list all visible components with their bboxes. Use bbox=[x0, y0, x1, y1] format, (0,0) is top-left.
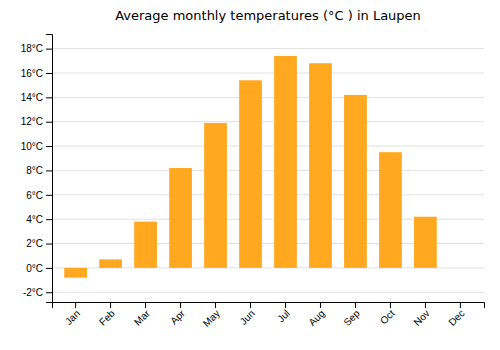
x-tick: Jan bbox=[63, 302, 82, 327]
grid-line bbox=[52, 121, 484, 122]
x-tick-label: Sep bbox=[341, 307, 362, 328]
y-tick: 2°C bbox=[26, 238, 52, 249]
bar bbox=[309, 63, 332, 268]
x-tick-mark bbox=[285, 302, 286, 308]
x-tick-label: Jul bbox=[275, 308, 292, 325]
y-tick-mark bbox=[46, 268, 52, 269]
chart-container: -2°C 0°C 2°C 4°C 6°C 8°C 10°C 12°C 14°C 16°C 18°C J… bbox=[0, 0, 500, 350]
y-tick-mark bbox=[46, 292, 52, 293]
y-tick-mark bbox=[46, 97, 52, 98]
y-tick: -2°C bbox=[23, 287, 52, 298]
x-tick: Nov bbox=[411, 302, 431, 328]
y-tick-label: 0°C bbox=[26, 263, 43, 274]
y-tick: 6°C bbox=[26, 190, 52, 201]
x-tick-label: May bbox=[201, 308, 222, 329]
x-tick-label: Mar bbox=[132, 307, 152, 327]
x-tick-label: Dec bbox=[446, 308, 466, 328]
x-tick-mark bbox=[145, 302, 146, 308]
y-axis: -2°C 0°C 2°C 4°C 6°C 8°C 10°C 12°C 14°C 16°C 18°C bbox=[21, 35, 53, 303]
y-tick-label: 2°C bbox=[26, 238, 43, 249]
y-tick: 0°C bbox=[26, 263, 52, 274]
grid-line bbox=[52, 48, 484, 49]
bar bbox=[134, 222, 157, 268]
x-tick-label: Feb bbox=[97, 307, 117, 327]
grid-line bbox=[52, 292, 484, 293]
y-tick: 16°C bbox=[21, 68, 52, 79]
x-tick-mark bbox=[110, 302, 111, 308]
bar bbox=[99, 259, 122, 268]
x-tick: Sep bbox=[341, 302, 362, 328]
x-axis: Jan Feb Mar Apr May Jun Jul Aug Sep Oct Nov Dec bbox=[53, 302, 485, 329]
grid-line bbox=[52, 194, 484, 195]
x-tick-label: Aug bbox=[306, 308, 326, 328]
bar bbox=[204, 123, 227, 268]
y-tick-label: 6°C bbox=[26, 190, 43, 201]
y-tick: 18°C bbox=[21, 43, 52, 54]
y-tick: 12°C bbox=[21, 116, 52, 127]
x-tick-label: Jun bbox=[238, 308, 257, 327]
y-tick-label: 10°C bbox=[21, 141, 43, 152]
y-tick-label: 4°C bbox=[26, 214, 43, 225]
x-tick: May bbox=[201, 302, 222, 329]
grid-line bbox=[52, 170, 484, 171]
y-tick-label: 18°C bbox=[21, 43, 43, 54]
bar bbox=[274, 56, 297, 268]
x-tick-mark bbox=[215, 302, 216, 308]
x-tick-mark bbox=[75, 302, 76, 308]
x-tick-mark bbox=[320, 302, 321, 308]
bar bbox=[169, 168, 192, 268]
x-tick-mark bbox=[425, 302, 426, 308]
x-tick: Jul bbox=[275, 302, 292, 324]
x-tick: Aug bbox=[306, 302, 326, 328]
y-tick-mark bbox=[46, 122, 52, 123]
x-tick-label: Nov bbox=[411, 308, 431, 328]
x-tick: Dec bbox=[446, 302, 466, 328]
x-tick-mark bbox=[180, 302, 181, 308]
y-tick-mark bbox=[46, 73, 52, 74]
y-tick: 8°C bbox=[26, 165, 52, 176]
y-tick-label: 8°C bbox=[26, 165, 43, 176]
y-tick-label: 12°C bbox=[21, 116, 43, 127]
y-axis-line bbox=[46, 35, 53, 303]
x-tick: Jun bbox=[238, 302, 257, 327]
x-axis-line bbox=[53, 303, 485, 309]
y-tick-label: -2°C bbox=[23, 287, 43, 298]
y-tick-mark bbox=[46, 219, 52, 220]
y-tick-mark bbox=[46, 49, 52, 50]
y-tick-label: 16°C bbox=[21, 68, 43, 79]
x-tick: Apr bbox=[168, 302, 187, 326]
title: Average monthly temperatures (°C ) in La… bbox=[115, 8, 421, 23]
x-tick: Feb bbox=[97, 302, 117, 328]
x-tick: Oct bbox=[378, 302, 397, 326]
x-tick-mark bbox=[250, 302, 251, 308]
y-tick: 4°C bbox=[26, 214, 52, 225]
y-tick: 10°C bbox=[21, 141, 52, 152]
x-tick-mark bbox=[390, 302, 391, 308]
x-tick-label: Apr bbox=[168, 307, 187, 326]
grid-line bbox=[52, 72, 484, 73]
y-tick: 14°C bbox=[21, 92, 52, 103]
y-tick-mark bbox=[46, 244, 52, 245]
bar bbox=[414, 217, 437, 268]
y-tick-mark bbox=[46, 146, 52, 147]
bar bbox=[449, 267, 472, 268]
y-tick-mark bbox=[46, 195, 52, 196]
grid-line bbox=[52, 146, 484, 147]
x-tick: Mar bbox=[132, 302, 152, 328]
y-tick-mark bbox=[46, 170, 52, 171]
bar bbox=[379, 152, 402, 268]
bar bbox=[239, 80, 262, 268]
x-tick-label: Jan bbox=[63, 308, 82, 327]
x-tick-mark bbox=[355, 302, 356, 308]
bars bbox=[64, 56, 437, 278]
x-tick-label: Oct bbox=[378, 308, 397, 327]
bar bbox=[344, 95, 367, 268]
x-tick-mark bbox=[460, 302, 461, 308]
bar bbox=[64, 268, 87, 278]
chart-svg: -2°C 0°C 2°C 4°C 6°C 8°C 10°C 12°C 14°C 16°C 18°C J… bbox=[0, 0, 500, 350]
grid bbox=[52, 49, 484, 293]
grid-line bbox=[52, 97, 484, 98]
y-tick-label: 14°C bbox=[21, 92, 43, 103]
